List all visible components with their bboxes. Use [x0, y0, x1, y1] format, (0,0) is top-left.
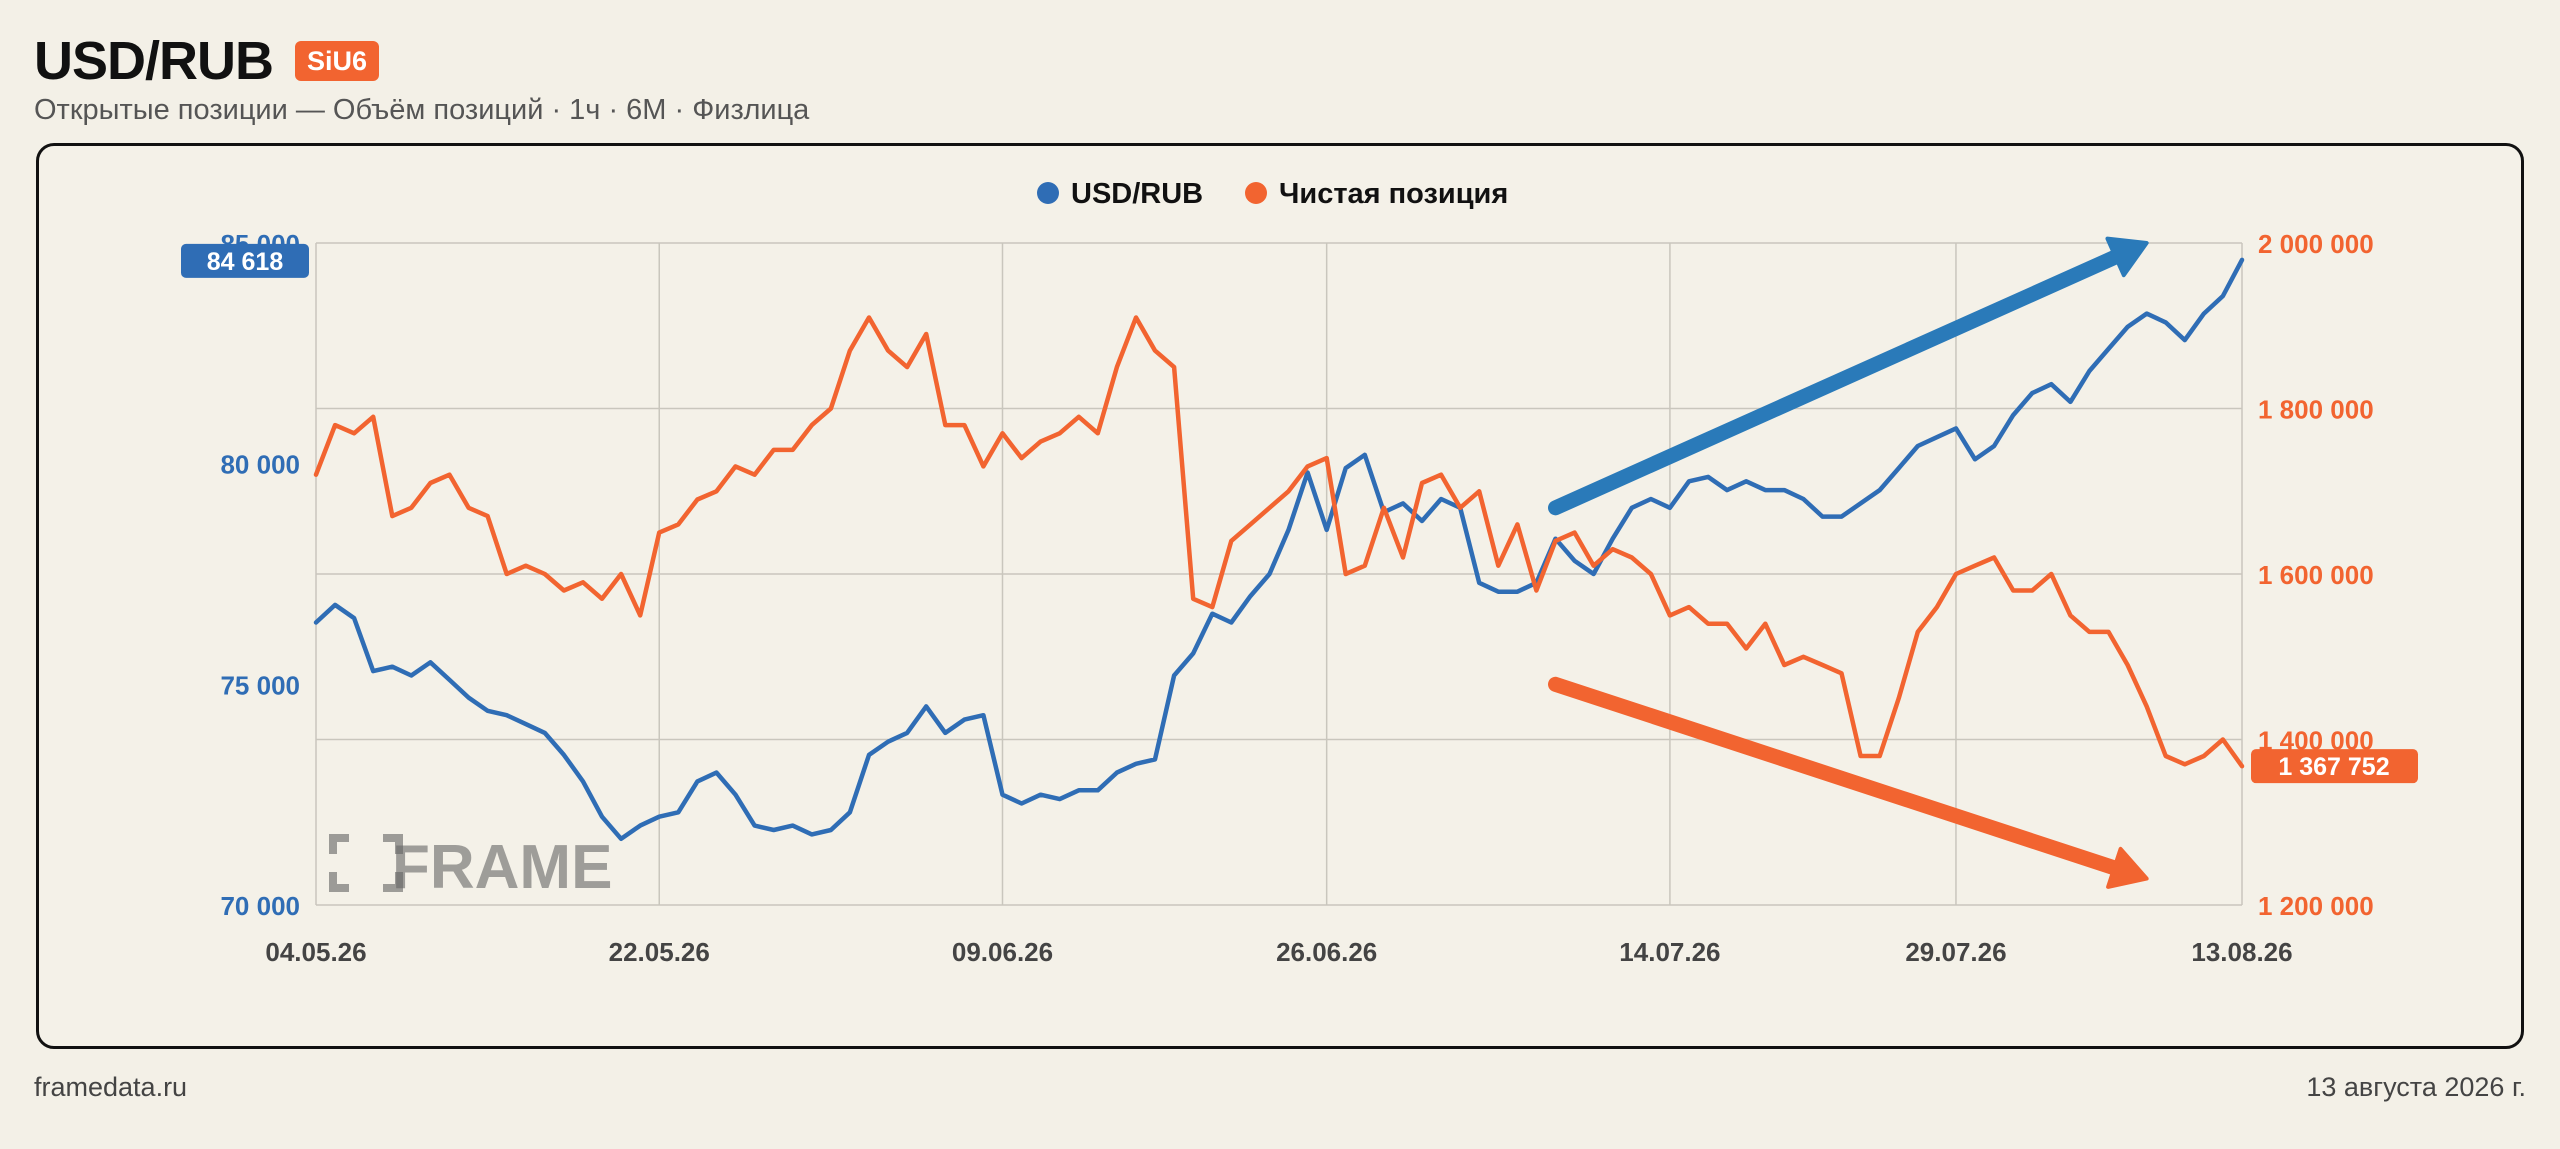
trend-arrow-down	[1548, 676, 2122, 876]
series-line-net-position	[313, 315, 2245, 769]
footer-source: framedata.ru	[34, 1072, 188, 1102]
legend-label-usd: USD/RUB	[1071, 178, 1203, 210]
trend-arrow-up	[1548, 249, 2124, 516]
title-row: USD/RUB SiU6	[34, 30, 809, 92]
y-left-tick-label: 80 000	[220, 450, 300, 480]
x-tick-label: 13.08.26	[2191, 937, 2292, 967]
trend-arrow-up-head	[2105, 236, 2149, 278]
watermark-bracket	[383, 834, 403, 854]
legend-label-position: Чистая позиция	[1279, 178, 1508, 210]
watermark-text: FRAME	[392, 833, 612, 902]
watermark-logo	[329, 834, 403, 892]
x-tick-label: 26.06.26	[1276, 937, 1377, 967]
watermark-bracket	[329, 872, 349, 892]
legend-marker-usd	[1037, 182, 1059, 204]
footer-date: 13 августа 2026 г.	[2306, 1072, 2526, 1102]
last-value-position: 1 367 752	[2278, 753, 2389, 781]
series-line-usd-rub	[313, 257, 2245, 842]
last-value-usd: 84 618	[207, 248, 284, 276]
y-right-tick-label: 2 000 000	[2258, 229, 2374, 259]
x-tick-label: 29.07.26	[1905, 937, 2006, 967]
chart-card	[36, 143, 2524, 1049]
header: USD/RUB SiU6 Открытые позиции — Объём по…	[34, 30, 809, 127]
last-value-badge-position	[2251, 749, 2418, 784]
x-tick-label: 04.05.26	[265, 937, 366, 967]
x-tick-label: 14.07.26	[1619, 937, 1720, 967]
trend-arrow-down-head	[2106, 846, 2149, 889]
chart-subtitle: Открытые позиции — Объём позиций · 1ч · …	[34, 94, 810, 126]
x-tick-label: 22.05.26	[609, 937, 710, 967]
ticker-badge: SiU6	[295, 41, 380, 81]
y-left-tick-label: 75 000	[220, 670, 300, 700]
y-right-tick-label: 1 800 000	[2258, 395, 2374, 425]
y-left-tick-label: 70 000	[220, 891, 300, 921]
legend-marker-position	[1245, 182, 1267, 204]
y-right-tick-label: 1 200 000	[2258, 891, 2374, 921]
last-value-badge-usd	[181, 243, 309, 278]
watermark-bracket	[383, 872, 403, 892]
y-right-tick-label: 1 600 000	[2258, 560, 2374, 590]
chart-title: USD/RUB	[34, 31, 274, 91]
watermark-bracket	[329, 834, 349, 854]
x-tick-label: 09.06.26	[952, 937, 1053, 967]
